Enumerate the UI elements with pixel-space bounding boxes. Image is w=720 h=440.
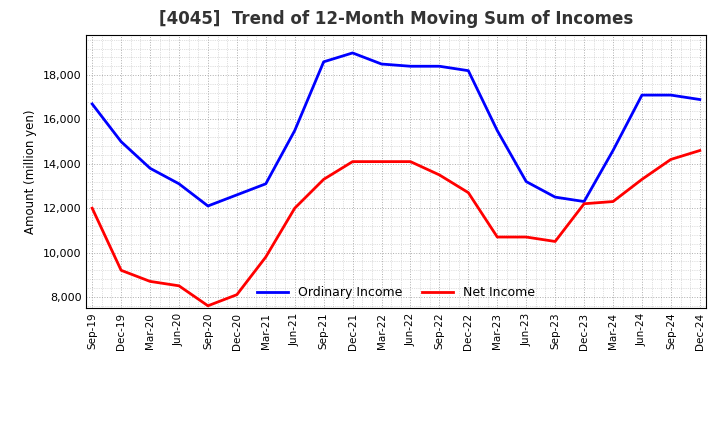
- Ordinary Income: [608, 148, 617, 153]
- Ordinary Income: [551, 194, 559, 200]
- Net Income: [551, 239, 559, 244]
- Net Income: [88, 205, 96, 211]
- Net Income: [204, 303, 212, 308]
- Ordinary Income: [204, 203, 212, 209]
- Ordinary Income: [522, 179, 531, 184]
- Net Income: [522, 235, 531, 240]
- Net Income: [580, 201, 588, 206]
- Ordinary Income: [377, 62, 386, 67]
- Ordinary Income: [233, 192, 241, 198]
- Ordinary Income: [145, 165, 154, 171]
- Net Income: [175, 283, 184, 289]
- Net Income: [261, 254, 270, 260]
- Y-axis label: Amount (million yen): Amount (million yen): [24, 110, 37, 234]
- Net Income: [233, 292, 241, 297]
- Net Income: [435, 172, 444, 178]
- Ordinary Income: [88, 101, 96, 106]
- Ordinary Income: [696, 97, 704, 102]
- Net Income: [145, 279, 154, 284]
- Title: [4045]  Trend of 12-Month Moving Sum of Incomes: [4045] Trend of 12-Month Moving Sum of I…: [159, 10, 633, 28]
- Ordinary Income: [667, 92, 675, 98]
- Net Income: [290, 205, 299, 211]
- Net Income: [493, 235, 502, 240]
- Net Income: [608, 199, 617, 204]
- Ordinary Income: [320, 59, 328, 64]
- Line: Ordinary Income: Ordinary Income: [92, 53, 700, 206]
- Net Income: [348, 159, 357, 164]
- Net Income: [638, 177, 647, 182]
- Line: Net Income: Net Income: [92, 150, 700, 306]
- Ordinary Income: [261, 181, 270, 187]
- Ordinary Income: [175, 181, 184, 187]
- Net Income: [406, 159, 415, 164]
- Net Income: [377, 159, 386, 164]
- Net Income: [464, 190, 472, 195]
- Ordinary Income: [406, 64, 415, 69]
- Ordinary Income: [580, 199, 588, 204]
- Ordinary Income: [117, 139, 125, 144]
- Legend: Ordinary Income, Net Income: Ordinary Income, Net Income: [252, 282, 540, 304]
- Ordinary Income: [348, 50, 357, 55]
- Ordinary Income: [638, 92, 647, 98]
- Net Income: [320, 177, 328, 182]
- Ordinary Income: [464, 68, 472, 73]
- Net Income: [667, 157, 675, 162]
- Ordinary Income: [435, 64, 444, 69]
- Ordinary Income: [493, 128, 502, 133]
- Ordinary Income: [290, 128, 299, 133]
- Net Income: [696, 148, 704, 153]
- Net Income: [117, 268, 125, 273]
